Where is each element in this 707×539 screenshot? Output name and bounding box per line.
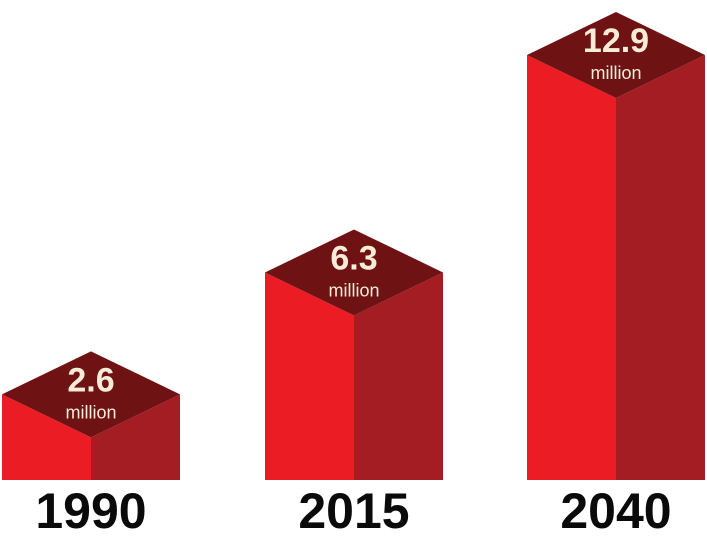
unit-label: million xyxy=(65,402,116,422)
bar-front-face xyxy=(527,55,616,480)
value-label: 2.6 xyxy=(67,361,114,399)
bar-2040: 12.9 million xyxy=(527,12,705,480)
category-label: 2040 xyxy=(560,483,671,539)
bar-front-face xyxy=(265,272,354,480)
category-label: 2015 xyxy=(298,483,409,539)
bar-side-face xyxy=(616,55,705,480)
unit-label: million xyxy=(590,63,641,83)
bar-side-face xyxy=(354,272,443,480)
value-label: 12.9 xyxy=(583,22,649,60)
category-label: 1990 xyxy=(35,483,146,539)
bar-front-face xyxy=(2,394,91,480)
bar-top-face xyxy=(2,351,180,438)
bar-top-face xyxy=(265,229,443,316)
bar-2015: 6.3 million xyxy=(265,229,443,480)
bar-top-face xyxy=(527,12,705,98)
unit-label: million xyxy=(328,280,379,300)
bar-1990: 2.6 million xyxy=(2,351,180,480)
bar-side-face xyxy=(91,394,180,480)
value-label: 6.3 xyxy=(330,239,377,277)
